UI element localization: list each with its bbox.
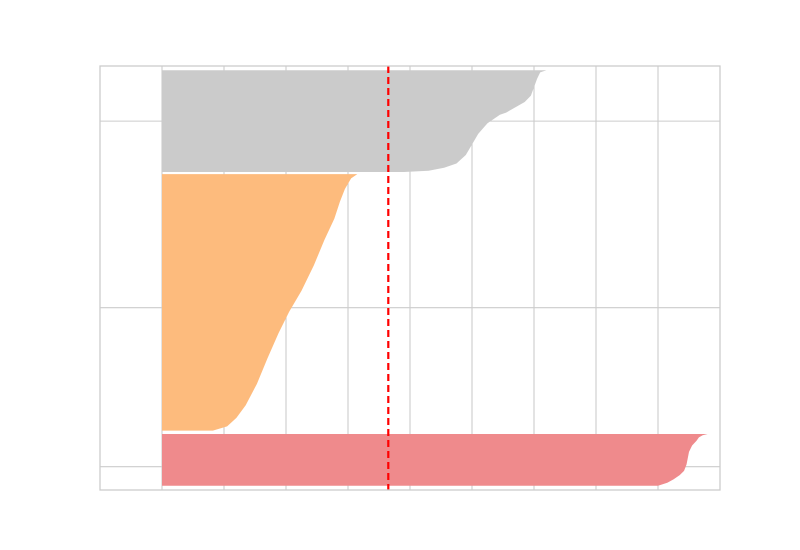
silhouette-cluster-0 [162,434,708,486]
silhouette-cluster-2 [162,70,547,172]
plot-frame [99,65,721,491]
clusters [162,70,708,486]
silhouette-cluster-1 [162,174,358,431]
